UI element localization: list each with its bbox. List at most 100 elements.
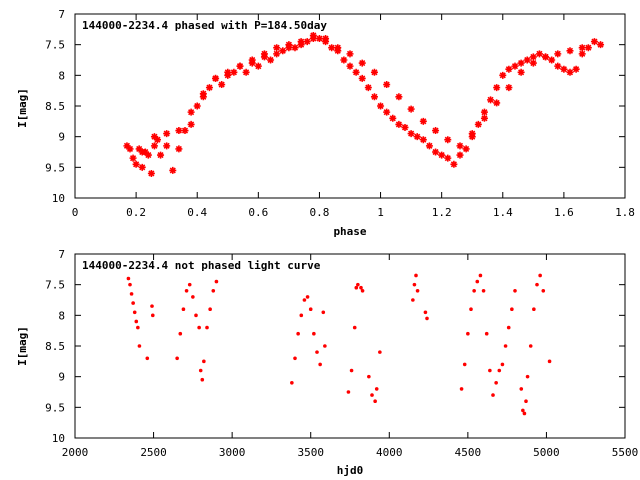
data-points xyxy=(126,273,552,416)
data-point xyxy=(197,325,201,330)
data-point xyxy=(521,408,525,413)
data-point xyxy=(462,362,467,367)
data-point xyxy=(248,56,256,64)
data-point xyxy=(503,344,508,348)
data-point xyxy=(572,65,580,73)
data-point xyxy=(135,145,143,153)
y-tick-label: 8.5 xyxy=(45,340,65,353)
data-point xyxy=(175,145,183,153)
data-point xyxy=(340,56,348,64)
data-point xyxy=(187,108,195,116)
data-point xyxy=(364,84,372,92)
data-point xyxy=(597,41,605,49)
x-tick-label: 1.4 xyxy=(493,206,513,219)
data-point xyxy=(144,151,152,159)
data-point xyxy=(285,41,293,49)
data-point xyxy=(532,307,536,312)
data-point xyxy=(506,325,511,330)
data-point xyxy=(154,136,161,144)
x-tick-label: 5500 xyxy=(612,446,639,459)
data-point xyxy=(469,307,473,312)
data-point xyxy=(132,310,137,315)
y-tick-label: 10 xyxy=(52,192,65,205)
data-point xyxy=(407,105,415,113)
data-point xyxy=(491,393,495,397)
data-point xyxy=(134,319,139,324)
data-point xyxy=(208,307,212,312)
data-point xyxy=(352,68,360,76)
y-tick-label: 7 xyxy=(58,8,65,21)
x-tick-label: 0.4 xyxy=(187,206,207,219)
data-point xyxy=(493,99,501,107)
data-point xyxy=(169,166,177,174)
data-point xyxy=(137,344,142,348)
data-point xyxy=(459,387,464,391)
data-point xyxy=(401,123,409,131)
data-point xyxy=(383,108,391,116)
data-point xyxy=(474,120,482,128)
data-point xyxy=(456,151,464,159)
data-point xyxy=(308,307,313,312)
data-point xyxy=(432,148,440,156)
data-point xyxy=(450,160,458,168)
y-axis-label: I[mag] xyxy=(16,326,29,366)
data-point xyxy=(321,310,326,315)
data-point xyxy=(554,50,562,58)
data-point xyxy=(236,62,244,70)
data-point xyxy=(444,136,452,144)
x-tick-label: 1 xyxy=(377,206,384,219)
data-point xyxy=(267,56,275,64)
data-point xyxy=(425,142,433,150)
y-tick-label: 9 xyxy=(58,371,65,384)
data-point xyxy=(205,84,213,92)
data-point xyxy=(260,50,268,58)
y-tick-label: 7 xyxy=(58,248,65,261)
data-point xyxy=(328,44,336,52)
data-point xyxy=(510,307,514,312)
data-point xyxy=(123,142,131,150)
data-point xyxy=(346,390,351,394)
data-point xyxy=(584,44,592,52)
data-point xyxy=(554,62,562,70)
data-point xyxy=(475,279,480,284)
data-point xyxy=(444,154,452,162)
data-point xyxy=(191,295,195,299)
data-point xyxy=(150,133,158,141)
data-point xyxy=(334,44,342,52)
data-point xyxy=(358,74,366,82)
data-point xyxy=(541,289,546,293)
x-tick-label: 4500 xyxy=(455,446,482,459)
data-point xyxy=(407,130,415,138)
data-point xyxy=(200,377,205,382)
x-tick-label: 0.6 xyxy=(248,206,268,219)
data-point xyxy=(175,356,179,361)
data-point xyxy=(415,289,420,293)
data-point xyxy=(212,74,220,82)
data-point xyxy=(480,114,488,122)
x-tick-label: 4000 xyxy=(376,446,403,459)
data-point xyxy=(211,289,216,293)
data-point xyxy=(218,81,226,89)
data-point xyxy=(395,93,403,101)
data-point xyxy=(273,44,281,52)
data-point xyxy=(517,68,525,76)
data-point xyxy=(497,368,502,373)
data-point xyxy=(456,142,464,150)
data-point xyxy=(181,127,189,135)
data-point xyxy=(157,151,165,159)
data-point xyxy=(205,325,209,330)
data-point xyxy=(150,142,158,150)
data-point xyxy=(322,35,330,43)
data-point xyxy=(488,368,492,373)
x-tick-label: 5000 xyxy=(533,446,560,459)
data-point xyxy=(535,50,543,58)
data-point xyxy=(578,44,586,52)
y-tick-label: 8 xyxy=(58,69,65,82)
x-axis-label: hjd0 xyxy=(337,464,364,477)
x-axis-label: phase xyxy=(333,225,366,238)
data-point xyxy=(481,289,486,293)
data-point xyxy=(578,50,586,58)
x-tick-label: 2000 xyxy=(62,446,89,459)
data-point xyxy=(525,374,530,379)
data-point xyxy=(309,31,317,39)
